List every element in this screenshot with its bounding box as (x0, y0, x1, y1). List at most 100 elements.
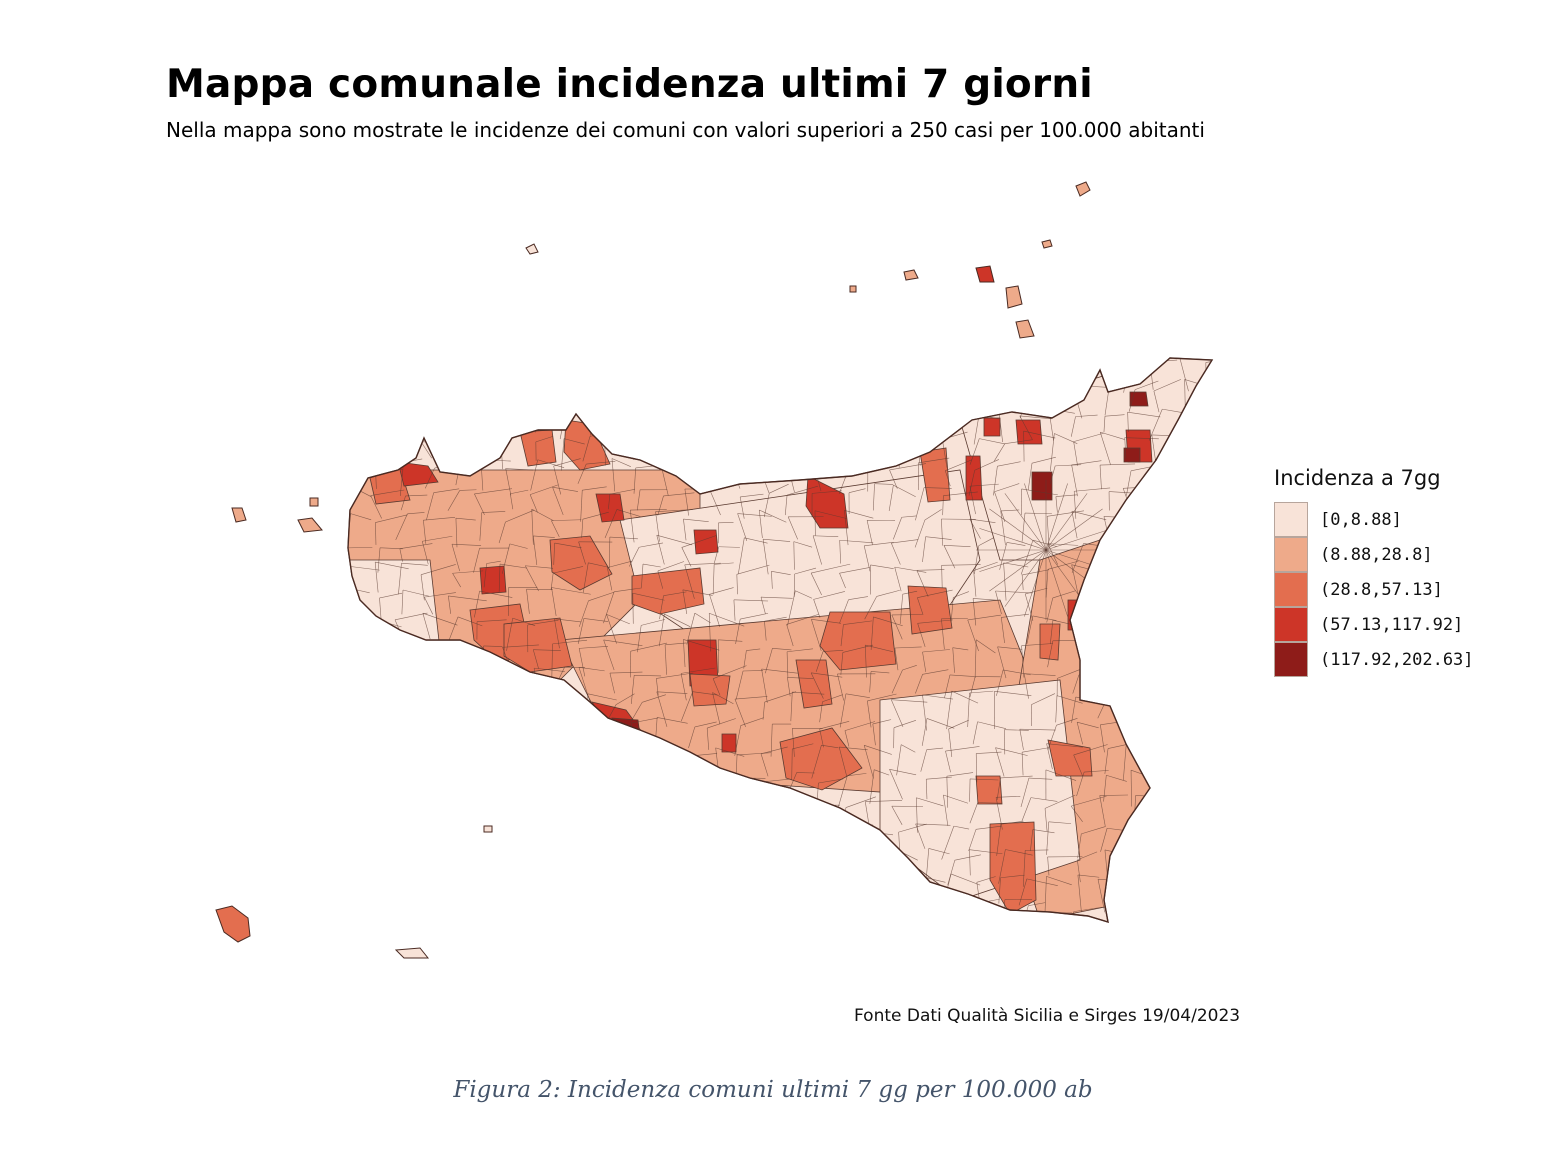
municipal-boundary (734, 855, 763, 860)
municipal-boundary (786, 651, 789, 678)
municipal-boundary (943, 545, 971, 548)
municipal-boundary (979, 528, 1047, 551)
municipal-boundary (709, 587, 734, 595)
municipal-boundary (924, 387, 946, 390)
municipal-boundary (770, 385, 794, 387)
municipal-boundary (537, 359, 540, 390)
municipal-boundary (1148, 486, 1157, 512)
municipal-boundary (448, 437, 478, 440)
municipal-boundary (770, 435, 773, 461)
municipal-boundary (1045, 569, 1049, 598)
municipal-boundary (588, 562, 608, 568)
municipal-boundary (740, 778, 743, 809)
municipal-boundary (688, 769, 690, 797)
municipal-boundary (421, 641, 452, 654)
municipal-boundary (350, 431, 372, 439)
municipal-boundary (474, 591, 480, 618)
municipal-boundary (474, 409, 485, 442)
municipal-boundary (865, 644, 894, 653)
municipal-boundary (1127, 412, 1129, 433)
municipal-boundary (1055, 464, 1082, 467)
municipal-boundary (1047, 640, 1054, 668)
municipal-boundary (993, 361, 997, 390)
municipal-boundary (395, 772, 428, 777)
municipal-boundary (950, 597, 954, 623)
municipal-boundary (969, 379, 977, 417)
municipal-boundary (561, 353, 587, 355)
municipal-boundary (740, 717, 764, 726)
municipal-boundary (922, 360, 925, 383)
municipal-boundary (500, 847, 537, 851)
municipal-boundary (952, 647, 969, 651)
municipal-boundary (532, 649, 539, 669)
municipal-boundary (422, 697, 432, 727)
municipal-boundary (1030, 829, 1034, 851)
municipal-boundary (760, 746, 788, 755)
municipal-boundary (351, 566, 380, 571)
municipal-boundary (1045, 549, 1068, 617)
municipal-boundary (1084, 770, 1109, 773)
municipal-boundary (1077, 833, 1082, 859)
municipal-boundary (997, 461, 1021, 467)
municipal-boundary (694, 612, 711, 624)
municipal-boundary (379, 886, 382, 905)
municipal-boundary (1149, 675, 1159, 701)
municipal-boundary (736, 564, 770, 575)
municipal-boundary (422, 613, 431, 640)
municipal-boundary (482, 432, 512, 439)
municipal-boundary (1149, 773, 1181, 776)
municipal-boundary (1182, 600, 1184, 618)
municipal-boundary (822, 650, 844, 652)
municipal-boundary (840, 652, 844, 675)
municipal-boundary (578, 648, 586, 677)
municipal-boundary (633, 821, 665, 825)
municipal-boundary (738, 537, 745, 574)
municipal-boundary (1077, 721, 1099, 729)
municipal-boundary (655, 746, 663, 771)
municipal-boundary (1201, 752, 1204, 773)
municipal-boundary (451, 359, 454, 383)
municipal-boundary (633, 439, 641, 460)
municipal-boundary (348, 463, 350, 491)
municipal-boundary (640, 852, 665, 857)
municipal-boundary (604, 903, 637, 911)
municipal-boundary (785, 877, 791, 913)
municipal-boundary (611, 458, 631, 467)
municipal-boundary (1203, 668, 1208, 695)
municipal-boundary (373, 769, 376, 803)
municipal-boundary (1177, 515, 1182, 549)
municipal-boundary (811, 619, 822, 652)
municipal-boundary (1047, 510, 1085, 517)
municipal-boundary (420, 441, 432, 459)
municipal-boundary (1071, 911, 1075, 922)
municipal-boundary (889, 359, 897, 381)
municipal-boundary (1151, 591, 1179, 600)
municipal-boundary (604, 439, 638, 445)
municipality-region (965, 455, 983, 501)
municipal-boundary (764, 648, 773, 674)
municipal-boundary (1021, 797, 1032, 822)
legend-label: (28.8,57.13] (1320, 579, 1443, 600)
municipal-boundary (795, 821, 813, 834)
municipal-boundary (1154, 459, 1158, 493)
municipal-boundary (683, 639, 720, 651)
municipal-boundary (634, 750, 657, 757)
municipal-boundary (356, 617, 376, 621)
municipal-boundary (979, 549, 1047, 572)
municipal-boundary (553, 823, 560, 861)
municipal-boundary (1045, 483, 1068, 551)
municipal-boundary (1207, 620, 1210, 645)
municipal-boundary (1103, 416, 1106, 433)
municipal-boundary (870, 877, 898, 881)
municipal-boundary (792, 441, 795, 467)
municipal-boundary (420, 564, 456, 575)
municipal-boundary (889, 469, 898, 489)
municipal-boundary (1178, 514, 1205, 517)
municipal-boundary (1177, 461, 1210, 467)
municipal-boundary (1186, 670, 1204, 674)
municipal-boundary (973, 570, 977, 597)
municipal-boundary (587, 693, 617, 701)
island-vulcano-south (1015, 319, 1035, 339)
municipal-boundary (842, 381, 872, 384)
municipal-boundary (640, 431, 668, 440)
